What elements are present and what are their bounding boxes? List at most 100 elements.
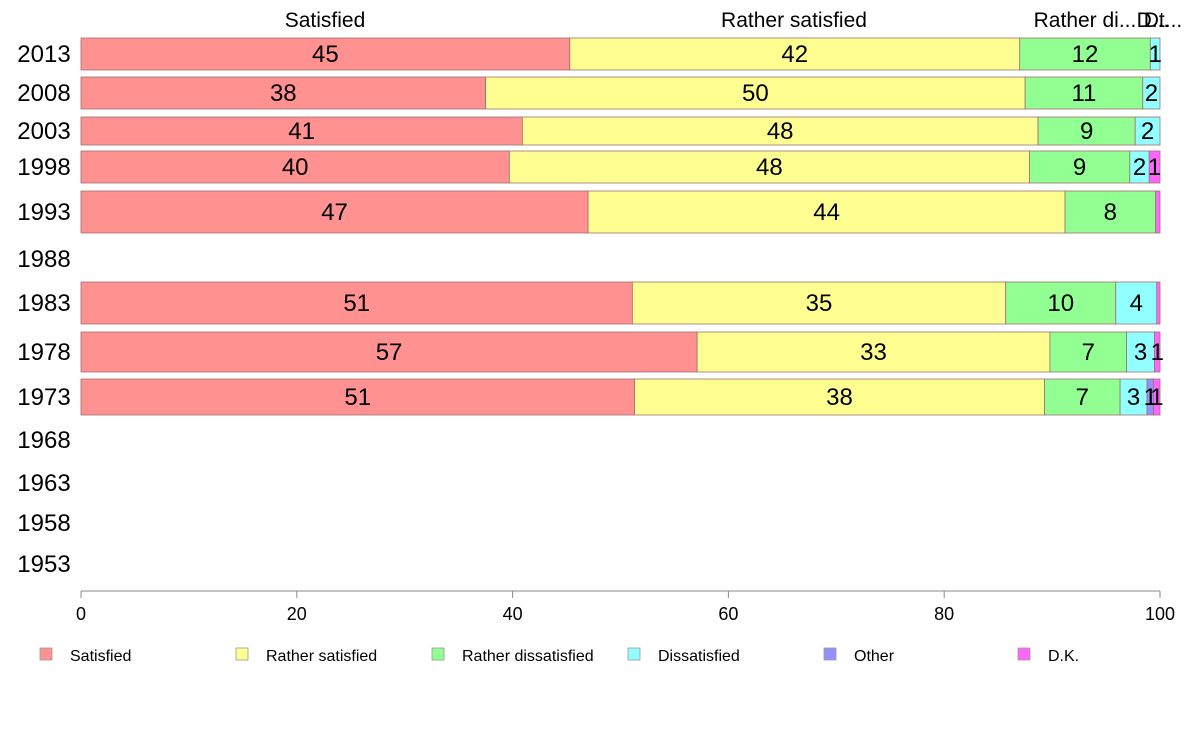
data-label-1983-0: 51 bbox=[343, 290, 370, 317]
bar-1978-d-k- bbox=[1154, 331, 1161, 373]
year-labels: 2013 2008 2003 1998 1993 1988 1983 1978 1973 1968… bbox=[17, 41, 70, 578]
bars-layer: 45 42 12 138 50 11 241 48 9 240 48 9 2 147 44 851 35 10 45… bbox=[80, 37, 1164, 416]
bar-1978-satisfied bbox=[80, 331, 698, 373]
year-label-1988: 1988 bbox=[17, 246, 70, 273]
legend-label-1: Rather satisfied bbox=[266, 648, 377, 665]
bar-1993-d-k- bbox=[1155, 190, 1161, 234]
bar-1978-rather-dissatisfied bbox=[1049, 331, 1127, 373]
legend-swatch-3 bbox=[627, 647, 641, 661]
data-label-1973-0: 51 bbox=[344, 384, 371, 411]
x-tick-label-100: 100 bbox=[1145, 604, 1175, 624]
data-label-1973-3: 3 bbox=[1127, 384, 1140, 411]
year-label-1973: 1973 bbox=[17, 384, 70, 411]
data-label-1993-2: 8 bbox=[1104, 199, 1117, 226]
data-label-2003-3: 2 bbox=[1141, 118, 1154, 145]
bar-1973-d-k- bbox=[1153, 378, 1161, 416]
legend-swatch-5 bbox=[1017, 647, 1031, 661]
data-label-1973-1: 38 bbox=[826, 384, 853, 411]
bar-1998-satisfied bbox=[80, 150, 510, 184]
bar-1998-rather-satisfied bbox=[508, 150, 1030, 184]
data-label-1978-3: 3 bbox=[1134, 339, 1147, 366]
year-label-2013: 2013 bbox=[17, 41, 70, 68]
bar-2003-satisfied bbox=[80, 116, 523, 146]
bar-2003-rather-satisfied bbox=[521, 116, 1039, 146]
legend-label-5: D.K. bbox=[1048, 648, 1079, 665]
bar-1978-rather-satisfied bbox=[696, 331, 1051, 373]
data-label-2013-2: 12 bbox=[1072, 41, 1099, 68]
bar-2008-dissatisfied bbox=[1142, 76, 1161, 110]
legend-label-2: Rather dissatisfied bbox=[462, 648, 594, 665]
data-label-2008-0: 38 bbox=[270, 80, 297, 107]
year-label-2003: 2003 bbox=[17, 118, 70, 145]
bar-2013-rather-satisfied bbox=[569, 37, 1021, 71]
bar-1993-rather-satisfied bbox=[587, 190, 1066, 234]
bar-2003-rather-dissatisfied bbox=[1037, 116, 1136, 146]
data-label-2008-1: 50 bbox=[742, 80, 769, 107]
bar-2008-rather-satisfied bbox=[485, 76, 1026, 110]
data-label-1993-0: 47 bbox=[321, 199, 348, 226]
x-axis: 0 20 40 60 80 100 bbox=[76, 590, 1175, 624]
column-label-0: Satisfied bbox=[285, 9, 366, 32]
data-label-1983-3: 4 bbox=[1130, 290, 1143, 317]
year-label-1978: 1978 bbox=[17, 339, 70, 366]
data-label-2003-1: 48 bbox=[767, 118, 794, 145]
bar-2013-dissatisfied bbox=[1149, 37, 1161, 71]
data-label-2003-0: 41 bbox=[288, 118, 315, 145]
x-tick-label-60: 60 bbox=[718, 604, 738, 624]
column-label-4: Dt... bbox=[1144, 9, 1183, 32]
year-label-1963: 1963 bbox=[17, 470, 70, 497]
legend-label-3: Dissatisfied bbox=[658, 648, 740, 665]
column-label-1: Rather satisfied bbox=[721, 9, 867, 32]
bar-1993-rather-dissatisfied bbox=[1064, 190, 1157, 234]
bar-1978-dissatisfied bbox=[1126, 331, 1156, 373]
x-tick-label-20: 20 bbox=[287, 604, 307, 624]
x-tick-label-0: 0 bbox=[76, 604, 86, 624]
bar-1973-rather-dissatisfied bbox=[1044, 378, 1121, 416]
legend-swatch-4 bbox=[823, 647, 837, 661]
bar-1983-satisfied bbox=[80, 281, 633, 325]
bar-1973-dissatisfied bbox=[1119, 378, 1148, 416]
bar-2008-rather-dissatisfied bbox=[1024, 76, 1144, 110]
data-label-1998-5: 1 bbox=[1148, 154, 1161, 181]
legend-label-0: Satisfied bbox=[70, 648, 131, 665]
year-label-1998: 1998 bbox=[17, 154, 70, 181]
data-label-2003-2: 9 bbox=[1080, 118, 1093, 145]
year-label-1953: 1953 bbox=[17, 551, 70, 578]
column-label-2: Rather di... bbox=[1034, 9, 1137, 32]
bar-1983-dissatisfied bbox=[1115, 281, 1158, 325]
data-label-2008-2: 11 bbox=[1071, 80, 1096, 107]
bar-2008-satisfied bbox=[80, 76, 487, 110]
data-label-1998-3: 2 bbox=[1133, 154, 1146, 181]
legend-swatch-0 bbox=[39, 647, 53, 661]
legend: Satisfied Rather satisfied Rather dissatis… bbox=[39, 647, 1079, 665]
bar-1983-rather-satisfied bbox=[631, 281, 1007, 325]
legend-label-4: Other bbox=[854, 648, 895, 665]
data-label-1998-1: 48 bbox=[756, 154, 783, 181]
legend-swatch-2 bbox=[431, 647, 445, 661]
data-label-1978-5: 1 bbox=[1151, 339, 1164, 366]
year-label-1983: 1983 bbox=[17, 290, 70, 317]
data-label-1998-2: 9 bbox=[1073, 154, 1086, 181]
bar-1983-rather-dissatisfied bbox=[1005, 281, 1117, 325]
data-label-2013-0: 45 bbox=[312, 41, 339, 68]
year-label-1958: 1958 bbox=[17, 510, 70, 537]
year-label-1968: 1968 bbox=[17, 427, 70, 454]
year-label-1993: 1993 bbox=[17, 199, 70, 226]
bar-1993-satisfied bbox=[80, 190, 589, 234]
bar-1973-rather-satisfied bbox=[634, 378, 1045, 416]
column-labels: Satisfied Rather satisfied Rather di... D..… bbox=[285, 9, 1183, 32]
x-tick-label-80: 80 bbox=[934, 604, 954, 624]
legend-swatch-1 bbox=[235, 647, 249, 661]
data-label-2008-3: 2 bbox=[1145, 80, 1158, 107]
data-label-2013-1: 42 bbox=[781, 41, 808, 68]
column-label-3: D... bbox=[1137, 9, 1170, 32]
data-label-1973-2: 7 bbox=[1076, 384, 1089, 411]
data-label-1978-1: 33 bbox=[860, 339, 887, 366]
data-label-1993-1: 44 bbox=[813, 199, 840, 226]
x-tick-label-40: 40 bbox=[503, 604, 523, 624]
bar-1998-d-k- bbox=[1148, 150, 1161, 184]
data-label-1998-0: 40 bbox=[282, 154, 309, 181]
data-label-1983-2: 10 bbox=[1047, 290, 1074, 317]
bar-2003-dissatisfied bbox=[1134, 116, 1161, 146]
